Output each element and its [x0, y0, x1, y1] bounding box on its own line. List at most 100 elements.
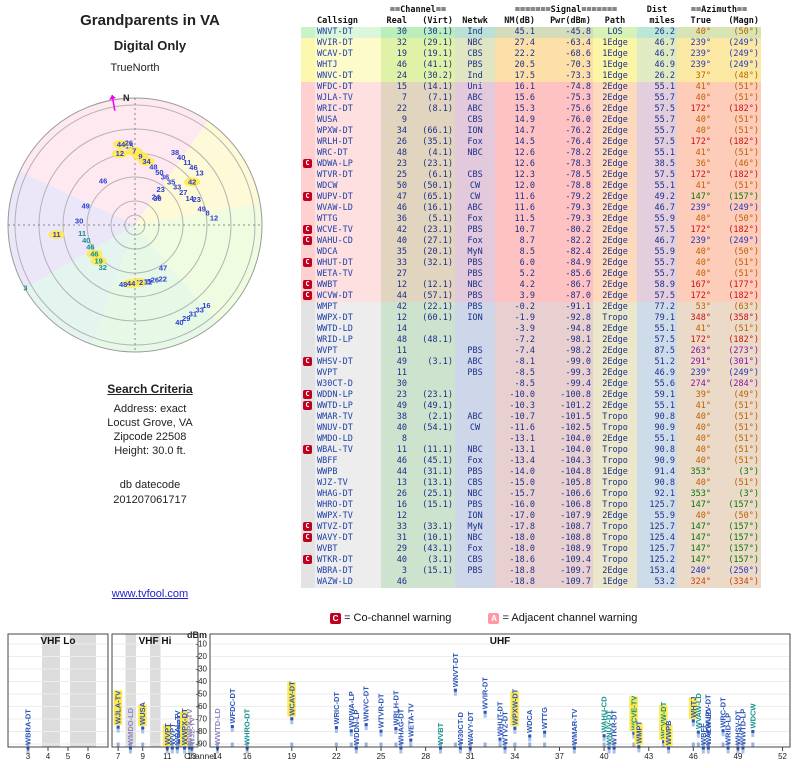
channel-rug-mark: [572, 742, 576, 747]
dbm-tick-label: -80: [195, 727, 207, 736]
svg-text:WVPT: WVPT: [163, 723, 172, 745]
radar-station-whro-dt: 16: [202, 301, 210, 310]
chart-station-wvir-dt: WVIR-DT: [481, 677, 490, 709]
svg-text:WCVW-DT: WCVW-DT: [659, 701, 668, 738]
chart-station-wttg: WTTG: [540, 707, 549, 729]
chart-label-highlight: [664, 724, 673, 746]
tvfool-link[interactable]: www.tvfool.com: [111, 588, 189, 600]
svg-text:WHTJ: WHTJ: [689, 697, 698, 718]
chart-station-wbal-tv: WBAL-TV: [173, 710, 182, 745]
signal-bar-cap: [483, 710, 487, 714]
channel-tick-label: 25: [377, 752, 386, 761]
svg-text:WAHU-CD: WAHU-CD: [600, 696, 609, 733]
channel-rug-mark: [721, 742, 725, 747]
svg-text:WCVE-TV: WCVE-TV: [629, 696, 638, 731]
channel-rug-mark: [468, 742, 472, 747]
radar-station-wcav-dt: 19: [94, 256, 102, 265]
station-row-wusa: WUSA 9 CBS 14.9 -76.0 2Edge 55.7 40° (51°): [301, 115, 762, 126]
signal-bar: [183, 746, 187, 754]
chart-station-weta-tv: WETA-TV: [406, 703, 415, 737]
svg-text:WWPX-TV: WWPX-TV: [185, 709, 194, 745]
signal-bar-cap: [379, 729, 383, 733]
channel-tick-label: 34: [510, 752, 519, 761]
chart-panel-border: [7, 633, 109, 748]
station-row-wvbt: WVBT 29 (43.1) Fox -18.0 -108.9 Tropo 125.7 147°…: [301, 544, 762, 555]
channel-tick-label: 4: [46, 752, 51, 761]
svg-text:WMDO-LD: WMDO-LD: [126, 707, 135, 745]
station-row-wfdc-dt: WFDC-DT 15 (14.1) Uni 16.1 -74.8 2Edge 55.1 41°(…: [301, 82, 762, 93]
signal-bar-cap: [706, 730, 710, 734]
azimuth-group-header: ==Azimuth==: [677, 5, 762, 16]
page-title: Grandparents in VA: [80, 12, 220, 29]
chart-station-wdcw: WDCW: [748, 703, 757, 729]
svg-text:WRIC-DT: WRIC-DT: [332, 692, 341, 725]
co-channel-warning-badge: C: [303, 236, 312, 245]
svg-text:WUPV-DT: WUPV-DT: [704, 694, 713, 729]
signal-bar-cap: [183, 746, 187, 750]
svg-text:WBRA-DT: WBRA-DT: [24, 709, 33, 745]
station-row-whsv-dt: C WHSV-DT 49 (3.1) ABC -8.1 -99.0 2Edge 51.2 291°…: [301, 357, 762, 368]
channel-rug-mark: [116, 742, 120, 747]
signal-bar-cap: [141, 726, 145, 730]
chart-station-wric-dt: WRIC-DT: [332, 692, 341, 725]
channel-rug-mark: [528, 742, 532, 747]
signal-bar-cap: [170, 746, 174, 750]
signal-bar: [175, 746, 179, 754]
channel-group-header: ==Channel==: [381, 5, 456, 16]
svg-text:WWPB: WWPB: [664, 720, 673, 745]
signal-bar: [751, 730, 755, 737]
signal-bar: [543, 730, 547, 738]
chart-station-wwtd-ld: WWTD-LD: [213, 708, 222, 745]
search-criteria: Address: exact Locust Grove, VA Zipcode …: [0, 402, 300, 458]
channel-rug-mark: [334, 742, 338, 747]
station-row-wbal-tv: C WBAL-TV 11 (11.1) NBC -13.1 -104.0 Tropo 90.8 4…: [301, 445, 762, 456]
channel-rug-mark: [607, 742, 611, 747]
chart-station-wjz-tv: WJZ-TV: [187, 717, 196, 745]
svg-text:WTVR-DT: WTVR-DT: [377, 693, 386, 728]
co-channel-badge: C: [330, 612, 341, 624]
chart-station-wbff: WBFF: [699, 723, 708, 745]
signal-bar: [632, 731, 636, 739]
radar-highlight: [184, 177, 201, 187]
svg-text:WWTD-LD: WWTD-LD: [213, 708, 222, 745]
station-row-wwpb: WWPB 44 (31.1) PBS -14.0 -104.8 1Edge 91.4 353°(…: [301, 467, 762, 478]
signal-bar: [439, 746, 443, 754]
radar-highlight: [86, 249, 103, 259]
station-table-container: ==Channel== =======Signal======= Dist ==…: [301, 5, 762, 588]
svg-text:WDCW: WDCW: [748, 703, 757, 729]
radar-station-wtvz-dt: 33: [196, 305, 204, 314]
chart-label-highlight: [113, 690, 123, 726]
svg-text:WBAL-TV: WBAL-TV: [173, 710, 182, 745]
db-datecode-block: db datecode 201207061717: [0, 478, 300, 508]
svg-text:WDCA: WDCA: [525, 709, 534, 733]
chart-panel-border: [209, 633, 791, 748]
radar-station-wbff: 46: [189, 163, 197, 172]
signal-bar: [662, 740, 666, 748]
svg-text:WVPT: WVPT: [168, 723, 177, 745]
signal-bar-cap: [498, 737, 502, 741]
station-row-wahu-cd: C WAHU-CD 40 (27.1) Fox 8.7 -82.2 2Edge 46.7 239°…: [301, 236, 762, 247]
dbm-tick-label: -90: [195, 740, 207, 749]
channel-tick-label: 40: [600, 752, 609, 761]
signal-bar: [696, 730, 700, 738]
radar-station-wtkr-dt: 40: [175, 318, 183, 327]
co-channel-warning-badge: C: [303, 445, 312, 454]
signal-bar-cap: [354, 746, 358, 750]
chart-station-wmar-tv: WMAR-TV: [570, 709, 579, 745]
chart-station-wmpt: WMPT: [634, 721, 643, 745]
col-netwk: Netwk: [455, 16, 496, 27]
station-row-wbra-dt: WBRA-DT 3 (15.1) PBS -18.8 -109.7 2Edge 153.4 24…: [301, 566, 762, 577]
channel-rug-mark: [691, 742, 695, 747]
page-subtitle: Digital Only: [113, 38, 187, 53]
channel-rug-mark: [503, 742, 507, 747]
station-row-wwbt: C WWBT 12 (12.1) NBC 4.2 -86.7 2Edge 58.9 167° (17…: [301, 280, 762, 291]
channel-rug-mark: [188, 742, 192, 747]
channel-tick-label: 28: [421, 752, 430, 761]
channel-tick-label: 14: [213, 752, 222, 761]
signal-bar: [409, 738, 413, 746]
svg-text:WWBT: WWBT: [175, 714, 184, 739]
chart-station-wfdc-dt: WFDC-DT: [228, 688, 237, 723]
channel-rug-mark: [26, 742, 30, 747]
station-table: ==Channel== =======Signal======= Dist ==…: [301, 5, 762, 588]
signal-bar-cap: [721, 729, 725, 733]
